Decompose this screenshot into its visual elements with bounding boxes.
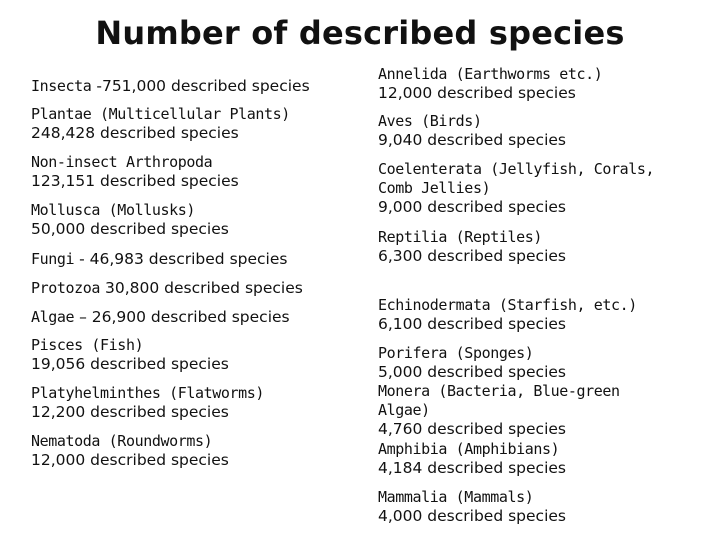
species-count: 50,000 described species — [31, 220, 229, 238]
species-entry: Algae – 26,900 described species — [31, 308, 361, 327]
page-title: Number of described species — [95, 14, 625, 52]
species-name: Insecta — [31, 77, 92, 95]
species-count: 12,000 described species — [31, 451, 229, 469]
species-entry: Pisces (Fish) 19,056 described species — [31, 336, 361, 374]
species-entry: Amphibia (Amphibians) 4,184 described spe… — [378, 440, 708, 478]
species-entry: Plantae (Multicellular Plants) 248,428 de… — [31, 105, 361, 143]
species-name: Mollusca (Mollusks) — [31, 201, 195, 219]
species-entry: Monera (Bacteria, Blue-green Algae) 4,760 … — [378, 382, 708, 439]
species-entry: Insecta -751,000 described species — [31, 77, 361, 96]
species-entry: Mammalia (Mammals) 4,000 described specie… — [378, 488, 708, 526]
species-name: Nematoda (Roundworms) — [31, 432, 213, 450]
species-count: – 26,900 described species — [79, 308, 290, 326]
species-count: 19,056 described species — [31, 355, 229, 373]
species-entry: Nematoda (Roundworms) 12,000 described sp… — [31, 432, 361, 470]
species-count: 248,428 described species — [31, 124, 239, 142]
species-name: Coelenterata (Jellyfish, Corals, — [378, 160, 655, 178]
species-name: Algae) — [378, 401, 430, 419]
species-name: Annelida (Earthworms etc.) — [378, 65, 603, 83]
species-name: Mammalia (Mammals) — [378, 488, 534, 506]
species-name: Plantae (Multicellular Plants) — [31, 105, 290, 123]
species-count: 6,100 described species — [378, 315, 566, 333]
species-name: Aves (Birds) — [378, 112, 482, 130]
species-count: 4,184 described species — [378, 459, 566, 477]
species-name: Platyhelminthes (Flatworms) — [31, 384, 265, 402]
species-count: -751,000 described species — [96, 77, 310, 95]
species-entry: Platyhelminthes (Flatworms) 12,200 descri… — [31, 384, 361, 422]
species-entry: Mollusca (Mollusks) 50,000 described spec… — [31, 201, 361, 239]
species-name: Fungi — [31, 250, 75, 268]
species-count: 9,000 described species — [378, 198, 566, 216]
species-name: Porifera (Sponges) — [378, 344, 534, 362]
species-name: Amphibia (Amphibians) — [378, 440, 560, 458]
species-count: 4,760 described species — [378, 420, 566, 438]
species-count: 12,200 described species — [31, 403, 229, 421]
species-name: Algae — [31, 308, 75, 326]
species-count: 9,040 described species — [378, 131, 566, 149]
species-count: - 46,983 described species — [79, 250, 288, 268]
species-name: Non-insect Arthropoda — [31, 153, 213, 171]
species-name: Monera (Bacteria, Blue-green — [378, 382, 620, 400]
species-entry: Fungi - 46,983 described species — [31, 250, 361, 269]
species-count: 6,300 described species — [378, 247, 566, 265]
species-count: 5,000 described species — [378, 363, 566, 381]
species-entry: Annelida (Earthworms etc.) 12,000 describ… — [378, 65, 708, 103]
species-name: Comb Jellies) — [378, 179, 491, 197]
species-name: Pisces (Fish) — [31, 336, 144, 354]
species-entry: Non-insect Arthropoda 123,151 described s… — [31, 153, 361, 191]
species-name: Echinodermata (Starfish, etc.) — [378, 296, 637, 314]
species-count: 30,800 described species — [104, 279, 303, 297]
species-count: 12,000 described species — [378, 84, 576, 102]
species-entry: Echinodermata (Starfish, etc.) 6,100 desc… — [378, 296, 708, 334]
species-entry: Porifera (Sponges) 5,000 described specie… — [378, 344, 708, 382]
species-entry: Aves (Birds) 9,040 described species — [378, 112, 708, 150]
species-count: 4,000 described species — [378, 507, 566, 525]
species-count: 123,151 described species — [31, 172, 239, 190]
species-name: Reptilia (Reptiles) — [378, 228, 542, 246]
species-entry: Reptilia (Reptiles) 6,300 described speci… — [378, 228, 708, 266]
species-entry: Protozoa 30,800 described species — [31, 279, 361, 298]
species-name: Protozoa — [31, 279, 101, 297]
species-entry: Coelenterata (Jellyfish, Corals, Comb Jel… — [378, 160, 708, 217]
